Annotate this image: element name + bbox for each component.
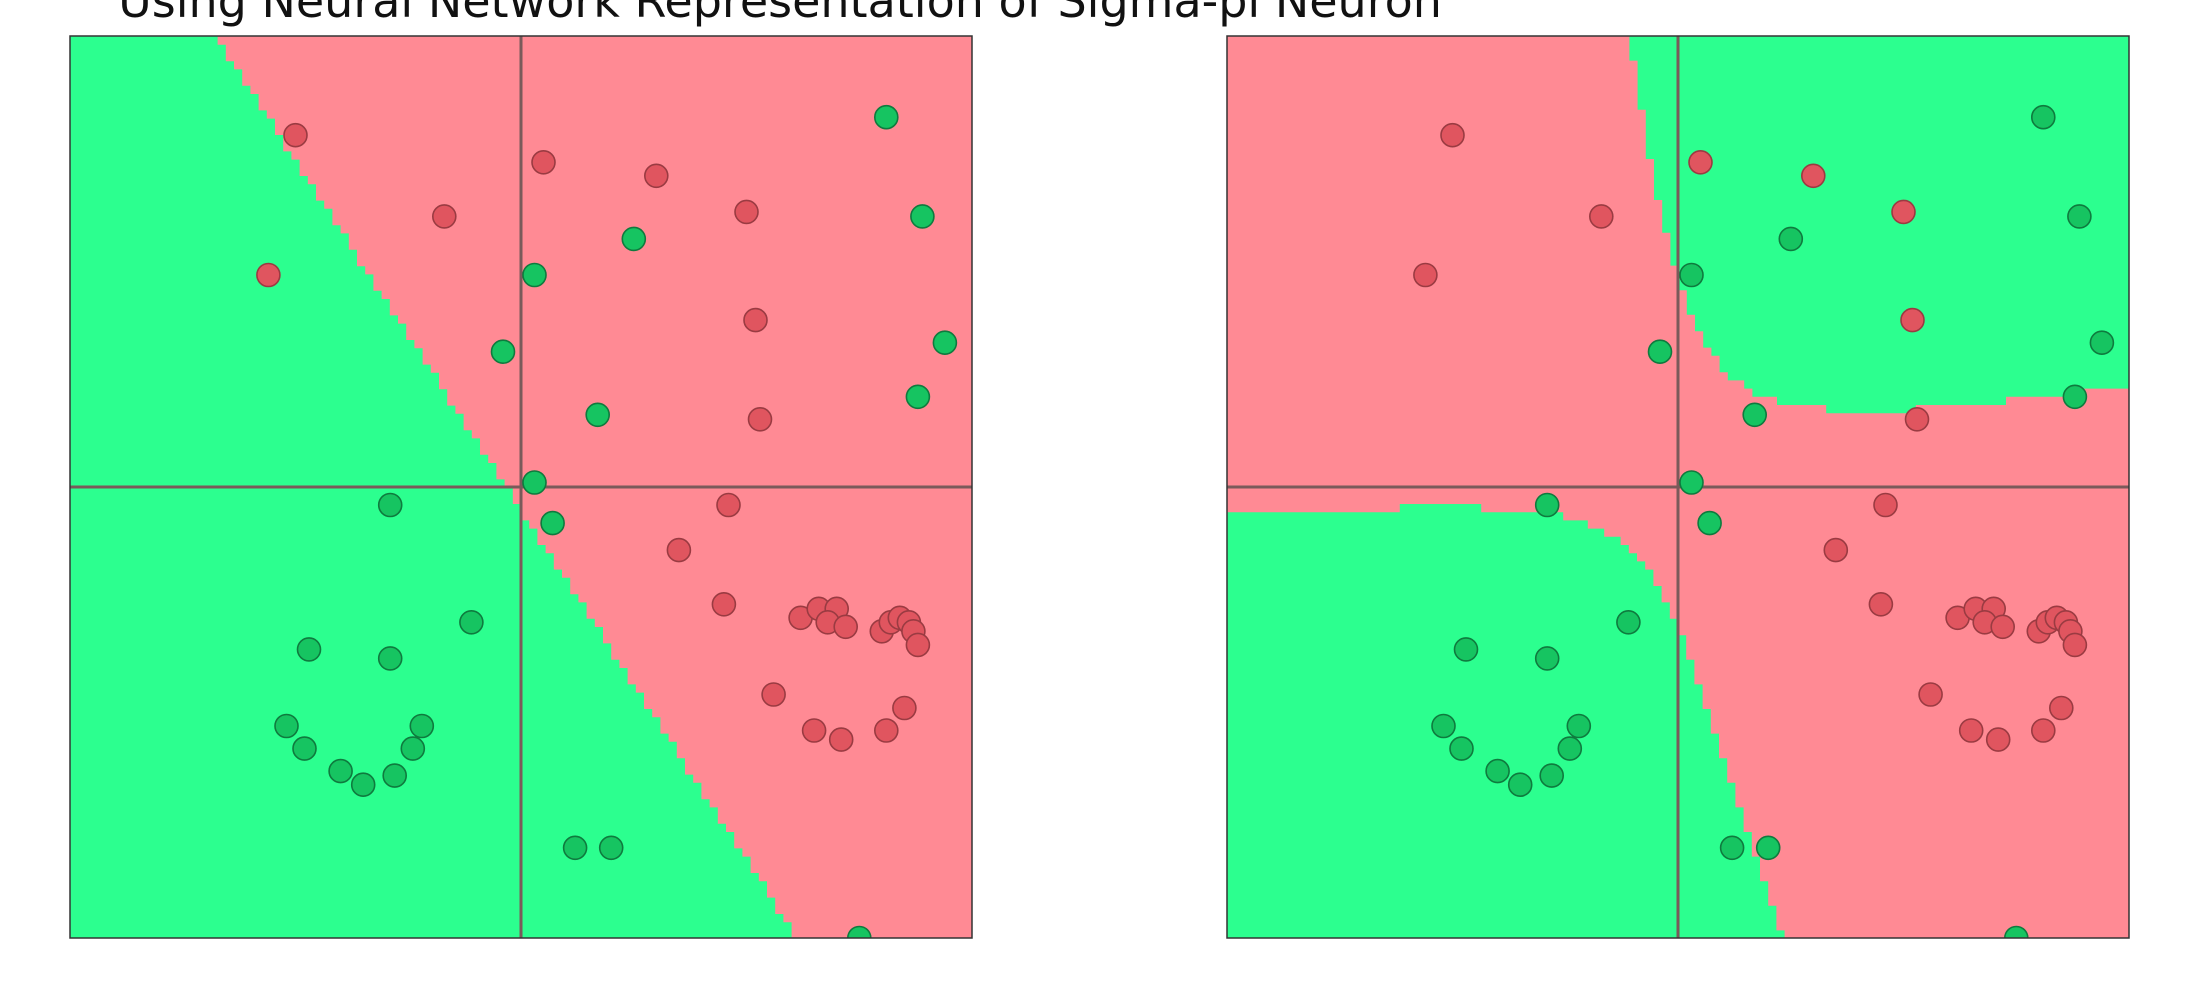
point-green-8 xyxy=(1742,402,1767,428)
point-red-2 xyxy=(1589,204,1614,229)
point-red-9 xyxy=(1873,492,1898,518)
point-red-23 xyxy=(761,682,786,707)
point-red-26 xyxy=(873,718,899,743)
point-green-21 xyxy=(409,713,435,739)
plot-frame xyxy=(69,35,973,939)
point-green-3 xyxy=(932,330,958,356)
point-red-25 xyxy=(1985,727,2011,752)
point-green-7 xyxy=(490,339,516,365)
point-green-7 xyxy=(1647,339,1673,365)
point-red-7 xyxy=(743,307,768,333)
point-red-11 xyxy=(711,591,737,617)
point-green-16 xyxy=(292,736,317,761)
point-green-19 xyxy=(382,763,408,788)
panel-2-sigma-pi xyxy=(1226,35,2130,939)
series-green xyxy=(1431,104,2115,938)
point-red-9 xyxy=(716,492,741,518)
point-red-24 xyxy=(1958,718,1984,743)
point-green-18 xyxy=(1507,772,1533,798)
point-green-24 xyxy=(847,925,872,938)
point-red-25 xyxy=(828,727,854,752)
point-red-2 xyxy=(431,204,457,229)
point-red-8 xyxy=(1904,406,1930,432)
point-green-12 xyxy=(1616,609,1641,635)
point-green-5 xyxy=(621,226,647,252)
point-red-8 xyxy=(747,406,773,432)
point-green-19 xyxy=(1539,763,1564,788)
point-green-1 xyxy=(2031,104,2056,130)
point-green-17 xyxy=(328,758,353,784)
point-red-10 xyxy=(1823,537,1849,563)
panel-1-linear xyxy=(69,35,973,939)
point-green-2 xyxy=(2067,204,2092,229)
series-green xyxy=(274,104,958,938)
point-red-3 xyxy=(1413,262,1438,288)
point-green-18 xyxy=(350,772,376,798)
point-red-4 xyxy=(1688,150,1713,175)
point-red-6 xyxy=(1891,199,1916,225)
point-green-11 xyxy=(1534,492,1560,518)
point-green-15 xyxy=(274,713,299,739)
point-red-7 xyxy=(1900,307,1925,333)
series-red xyxy=(256,122,931,752)
point-green-12 xyxy=(459,609,484,635)
point-green-3 xyxy=(2089,330,2115,356)
point-green-10 xyxy=(540,510,565,536)
point-green-14 xyxy=(1534,646,1560,671)
point-red-24 xyxy=(801,718,827,743)
point-green-4 xyxy=(905,384,931,410)
point-green-9 xyxy=(522,470,547,495)
point-green-16 xyxy=(1449,736,1474,761)
point-green-13 xyxy=(1453,637,1479,662)
point-red-16 xyxy=(833,614,859,640)
point-green-4 xyxy=(2062,384,2088,410)
series-red xyxy=(1413,122,2088,752)
point-green-23 xyxy=(1755,835,1781,861)
point-green-2 xyxy=(910,204,935,229)
point-red-5 xyxy=(1801,163,1826,189)
point-red-22 xyxy=(2062,632,2088,658)
point-red-11 xyxy=(1868,591,1894,617)
point-green-6 xyxy=(522,262,547,288)
plot-frame xyxy=(1226,35,2130,939)
point-red-1 xyxy=(1440,122,1465,148)
point-red-27 xyxy=(2049,695,2074,721)
point-green-8 xyxy=(585,402,611,428)
point-green-17 xyxy=(1485,758,1510,784)
point-red-10 xyxy=(666,537,692,563)
point-red-27 xyxy=(892,695,917,721)
point-green-24 xyxy=(2004,925,2029,938)
point-red-3 xyxy=(256,262,281,288)
point-green-6 xyxy=(1679,262,1704,288)
point-green-20 xyxy=(1557,736,1583,761)
point-green-21 xyxy=(1566,713,1592,739)
figure-title: Using Neural Network Representation of S… xyxy=(118,0,1442,28)
point-green-5 xyxy=(1778,226,1804,252)
point-red-6 xyxy=(734,199,759,225)
point-green-15 xyxy=(1431,713,1456,739)
point-green-13 xyxy=(296,637,322,662)
point-green-9 xyxy=(1679,470,1704,495)
point-green-1 xyxy=(873,104,899,130)
point-red-4 xyxy=(531,150,556,175)
point-green-22 xyxy=(1719,835,1745,861)
point-red-22 xyxy=(905,632,931,658)
point-red-16 xyxy=(1990,614,2015,640)
point-green-23 xyxy=(598,835,624,861)
point-green-20 xyxy=(400,736,426,761)
point-red-26 xyxy=(2031,718,2056,743)
point-red-23 xyxy=(1918,682,1943,707)
point-red-5 xyxy=(643,163,669,189)
point-green-10 xyxy=(1697,510,1722,536)
point-green-14 xyxy=(377,646,403,671)
point-red-1 xyxy=(283,122,308,148)
point-green-22 xyxy=(562,835,588,861)
point-green-11 xyxy=(377,492,403,518)
